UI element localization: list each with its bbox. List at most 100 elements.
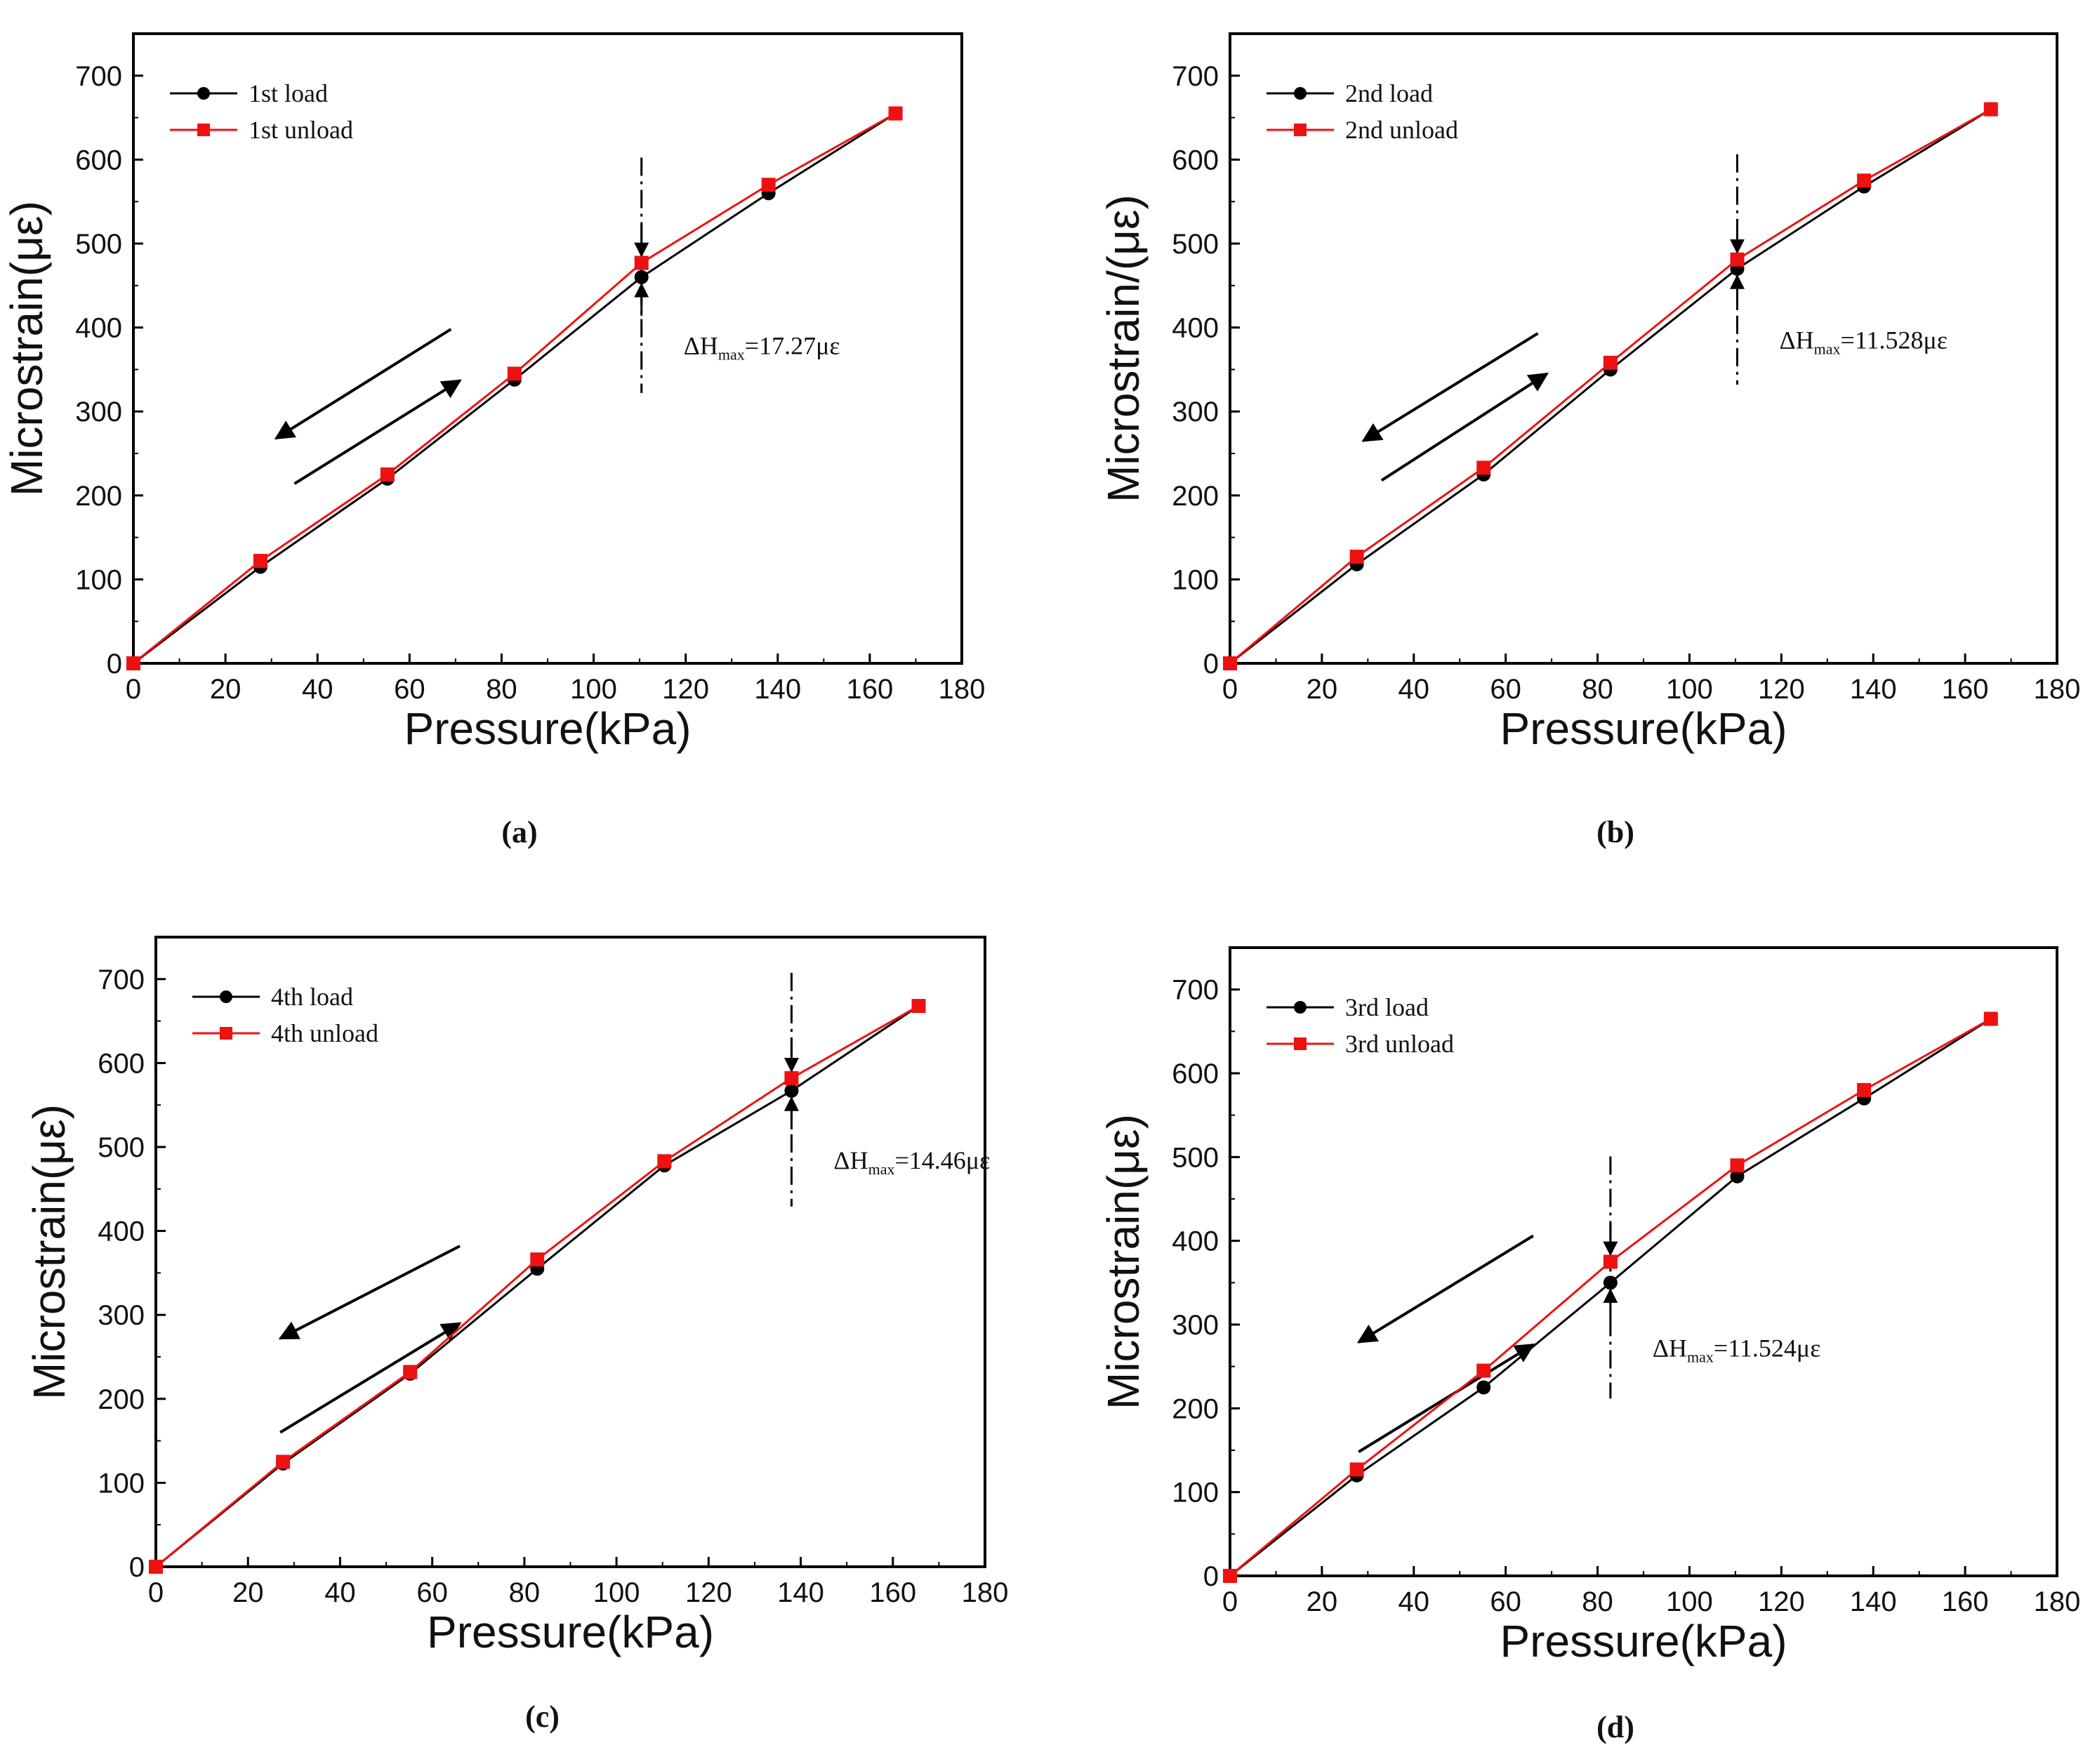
y-tick-label: 600 [98, 1048, 145, 1079]
y-tick-label: 500 [1172, 1142, 1219, 1173]
legend-marker [220, 1027, 232, 1040]
y-tick-label: 300 [75, 397, 122, 427]
load-point [1730, 1169, 1745, 1183]
x-tick-label: 20 [232, 1577, 264, 1608]
y-tick-label: 400 [75, 313, 122, 344]
unload-direction-arrow [1361, 332, 1539, 442]
x-tick-label: 80 [1582, 674, 1613, 705]
hysteresis-annotation: ΔHmax=14.46με [833, 1146, 990, 1178]
unload-point [1857, 173, 1872, 188]
x-tick-label: 100 [1666, 674, 1713, 705]
legend-label: 4th unload [271, 1019, 378, 1047]
y-tick-label: 500 [75, 229, 122, 260]
legend-marker [1294, 1037, 1307, 1050]
y-tick-label: 400 [1172, 1226, 1219, 1257]
x-tick-label: 60 [1490, 674, 1521, 705]
y-tick-label: 200 [75, 481, 122, 512]
annotation-suffix: =11.528με [1841, 326, 1948, 354]
x-tick-label: 140 [777, 1577, 824, 1608]
unload-point [1730, 252, 1745, 267]
load-direction-arrow [293, 379, 462, 485]
x-tick-label: 40 [1398, 674, 1430, 705]
legend-label: 4th load [271, 983, 353, 1011]
unload-point [1349, 1462, 1364, 1477]
x-tick-label: 120 [662, 674, 709, 705]
hysteresis-annotation: ΔHmax=11.524με [1653, 1334, 1820, 1365]
x-tick-label: 160 [1942, 674, 1989, 705]
legend-marker [1294, 87, 1307, 100]
x-tick-label: 20 [210, 674, 242, 705]
y-tick-label: 500 [98, 1132, 145, 1163]
unload-point [1983, 102, 1998, 117]
x-tick-label: 120 [685, 1577, 732, 1608]
unload-point [1223, 1569, 1237, 1583]
annotation-suffix: =17.27με [745, 332, 840, 360]
load-point [784, 1083, 799, 1098]
unload-point [888, 106, 903, 121]
unload-point [1730, 1158, 1745, 1173]
series-line-unload [155, 1004, 920, 1568]
legend-label: 2nd load [1345, 79, 1433, 107]
y-tick-label: 100 [75, 564, 122, 595]
unload-point [1603, 1254, 1618, 1269]
x-tick-label: 60 [394, 674, 425, 705]
unload-point [276, 1454, 291, 1469]
legend-label: 2nd unload [1345, 116, 1458, 144]
unload-point [149, 1560, 163, 1574]
series-line-load [133, 112, 897, 665]
y-tick-label: 0 [129, 1552, 145, 1583]
unload-point [380, 467, 395, 482]
unload-point [507, 366, 522, 381]
y-tick-label: 200 [1172, 481, 1219, 512]
y-tick-label: 200 [98, 1384, 145, 1415]
annotation-prefix: ΔH [833, 1146, 868, 1174]
annotation-prefix: ΔH [1780, 326, 1814, 354]
unload-point [634, 256, 649, 270]
chart-panel: 0 20 40 60 80 100 120 140 160 180 0 100 200 300 400 500… [1098, 32, 2080, 849]
x-tick-label: 60 [416, 1577, 448, 1608]
unload-point [1349, 550, 1364, 564]
load-direction-arrow [279, 1322, 462, 1434]
y-axis-title: Microstrain(με) [1098, 1114, 1149, 1410]
y-tick-label: 0 [107, 649, 122, 679]
x-tick-label: 0 [126, 674, 141, 705]
y-tick-label: 0 [1203, 649, 1219, 679]
load-point [1603, 1275, 1618, 1290]
unload-point [1476, 1363, 1491, 1378]
y-axis-title: Microstrain(με) [24, 1104, 74, 1400]
x-tick-label: 0 [148, 1577, 164, 1608]
annotation-subscript: max [868, 1160, 895, 1178]
y-tick-label: 700 [98, 964, 145, 995]
y-tick-label: 200 [1172, 1393, 1219, 1424]
y-tick-label: 300 [98, 1300, 145, 1331]
series-line-unload [133, 112, 897, 665]
load-point [634, 270, 649, 284]
y-tick-label: 0 [1203, 1561, 1219, 1592]
y-tick-label: 400 [98, 1216, 145, 1247]
y-tick-label: 100 [1172, 564, 1219, 595]
unload-point [911, 999, 926, 1014]
x-tick-label: 80 [1582, 1586, 1613, 1617]
series-line-load [1229, 108, 1992, 665]
unload-point [761, 178, 776, 192]
y-tick-label: 100 [98, 1468, 145, 1499]
legend-marker [197, 87, 210, 100]
unload-point [784, 1070, 799, 1085]
unload-direction-arrow [274, 328, 452, 440]
x-tick-label: 100 [1666, 1586, 1713, 1617]
x-tick-label: 40 [324, 1577, 356, 1608]
panel-label: (a) [501, 815, 537, 849]
x-tick-label: 20 [1307, 1586, 1338, 1617]
y-tick-label: 700 [75, 61, 122, 92]
y-tick-label: 300 [1172, 1310, 1219, 1341]
y-tick-label: 700 [1172, 975, 1219, 1006]
y-tick-label: 600 [75, 145, 122, 175]
x-tick-label: 180 [939, 674, 986, 705]
y-tick-label: 100 [1172, 1478, 1219, 1508]
x-tick-label: 180 [2034, 1586, 2081, 1617]
annotation-subscript: max [1814, 340, 1841, 357]
unload-point [126, 656, 140, 670]
legend-marker [220, 990, 232, 1003]
unload-direction-arrow [278, 1245, 461, 1340]
